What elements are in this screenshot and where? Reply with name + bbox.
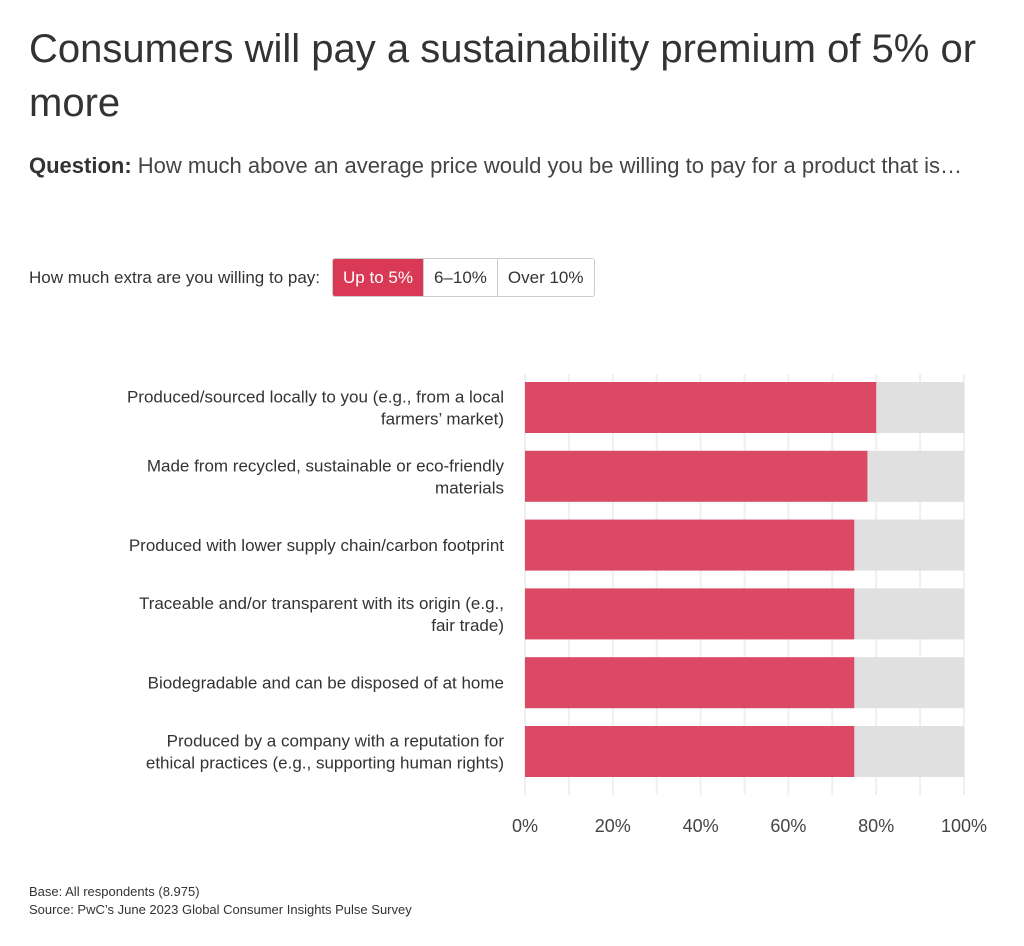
filter-button-group: Up to 5% 6–10% Over 10% bbox=[332, 258, 595, 297]
filter-6-10-button[interactable]: 6–10% bbox=[422, 259, 497, 296]
footer: Base: All respondents (8.975) Source: Pw… bbox=[29, 883, 412, 919]
bar bbox=[525, 588, 855, 640]
bar bbox=[525, 450, 868, 502]
category-label: ethical practices (e.g., supporting huma… bbox=[146, 754, 504, 773]
category-label: Traceable and/or transparent with its or… bbox=[139, 594, 504, 613]
category-label: Produced with lower supply chain/carbon … bbox=[129, 536, 504, 555]
category-label: Biodegradable and can be disposed of at … bbox=[148, 674, 504, 693]
x-tick-label: 100% bbox=[941, 816, 987, 836]
footer-base: Base: All respondents (8.975) bbox=[29, 884, 200, 899]
category-label: fair trade) bbox=[431, 616, 504, 635]
question-label: Question: bbox=[29, 153, 132, 178]
x-tick-label: 60% bbox=[770, 816, 806, 836]
filter-label: How much extra are you willing to pay: bbox=[29, 267, 321, 287]
category-label: materials bbox=[435, 478, 504, 497]
filter-up-to-5-button[interactable]: Up to 5% bbox=[333, 259, 423, 296]
x-tick-label: 20% bbox=[595, 816, 631, 836]
category-label: farmers’ market) bbox=[381, 410, 504, 429]
bar bbox=[525, 519, 855, 571]
x-tick-label: 80% bbox=[858, 816, 894, 836]
footer-source: Source: PwC’s June 2023 Global Consumer … bbox=[29, 902, 412, 917]
question: Question: How much above an average pric… bbox=[29, 150, 989, 181]
x-tick-label: 0% bbox=[512, 816, 538, 836]
premium-filter: How much extra are you willing to pay: U… bbox=[29, 258, 595, 297]
bar bbox=[525, 726, 855, 777]
category-label: Produced/sourced locally to you (e.g., f… bbox=[127, 388, 504, 407]
bar bbox=[525, 382, 877, 433]
x-tick-label: 40% bbox=[683, 816, 719, 836]
category-label: Produced by a company with a reputation … bbox=[167, 732, 505, 751]
filter-over-10-button[interactable]: Over 10% bbox=[496, 259, 594, 296]
chart-title: Consumers will pay a sustainability prem… bbox=[29, 27, 977, 125]
question-text: How much above an average price would yo… bbox=[137, 153, 963, 178]
bar bbox=[525, 657, 855, 709]
category-label: Made from recycled, sustainable or eco-f… bbox=[147, 456, 505, 475]
